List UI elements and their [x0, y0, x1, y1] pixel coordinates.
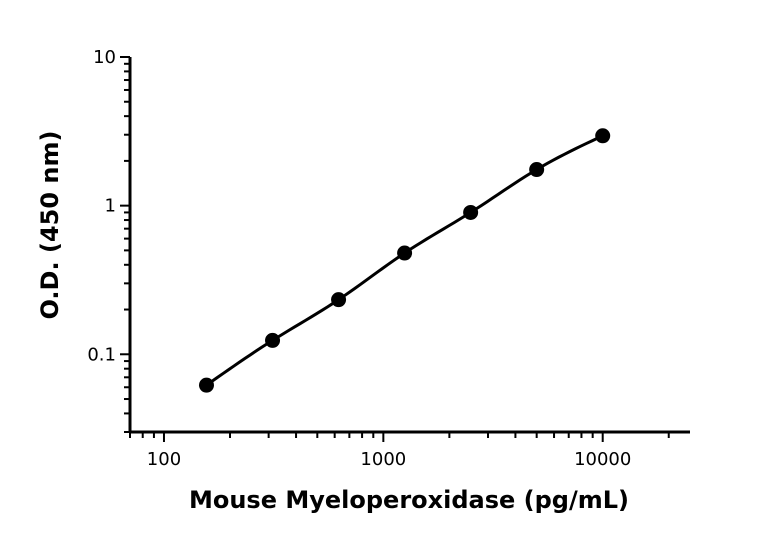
y-tick-label: 1 [105, 196, 116, 217]
y-tick-label: 10 [93, 47, 116, 68]
x-tick-label: 1000 [360, 449, 406, 470]
data-point [463, 204, 479, 220]
x-tick-label: 10000 [574, 449, 631, 470]
data-point [397, 245, 413, 261]
data-points-group [198, 128, 611, 393]
y-tick-label: 0.1 [87, 344, 116, 365]
data-point [529, 162, 545, 178]
data-point [331, 292, 347, 308]
data-point [198, 377, 214, 393]
x-axis-label: Mouse Myeloperoxidase (pg/mL) [189, 486, 629, 514]
axes [120, 56, 690, 442]
data-point [265, 332, 281, 348]
tick-labels-group: 100 1000 10000 0.1 1 10 [87, 47, 631, 470]
y-axis-label: O.D. (450 nm) [36, 131, 64, 320]
x-tick-label: 100 [147, 449, 181, 470]
data-point [595, 128, 611, 144]
